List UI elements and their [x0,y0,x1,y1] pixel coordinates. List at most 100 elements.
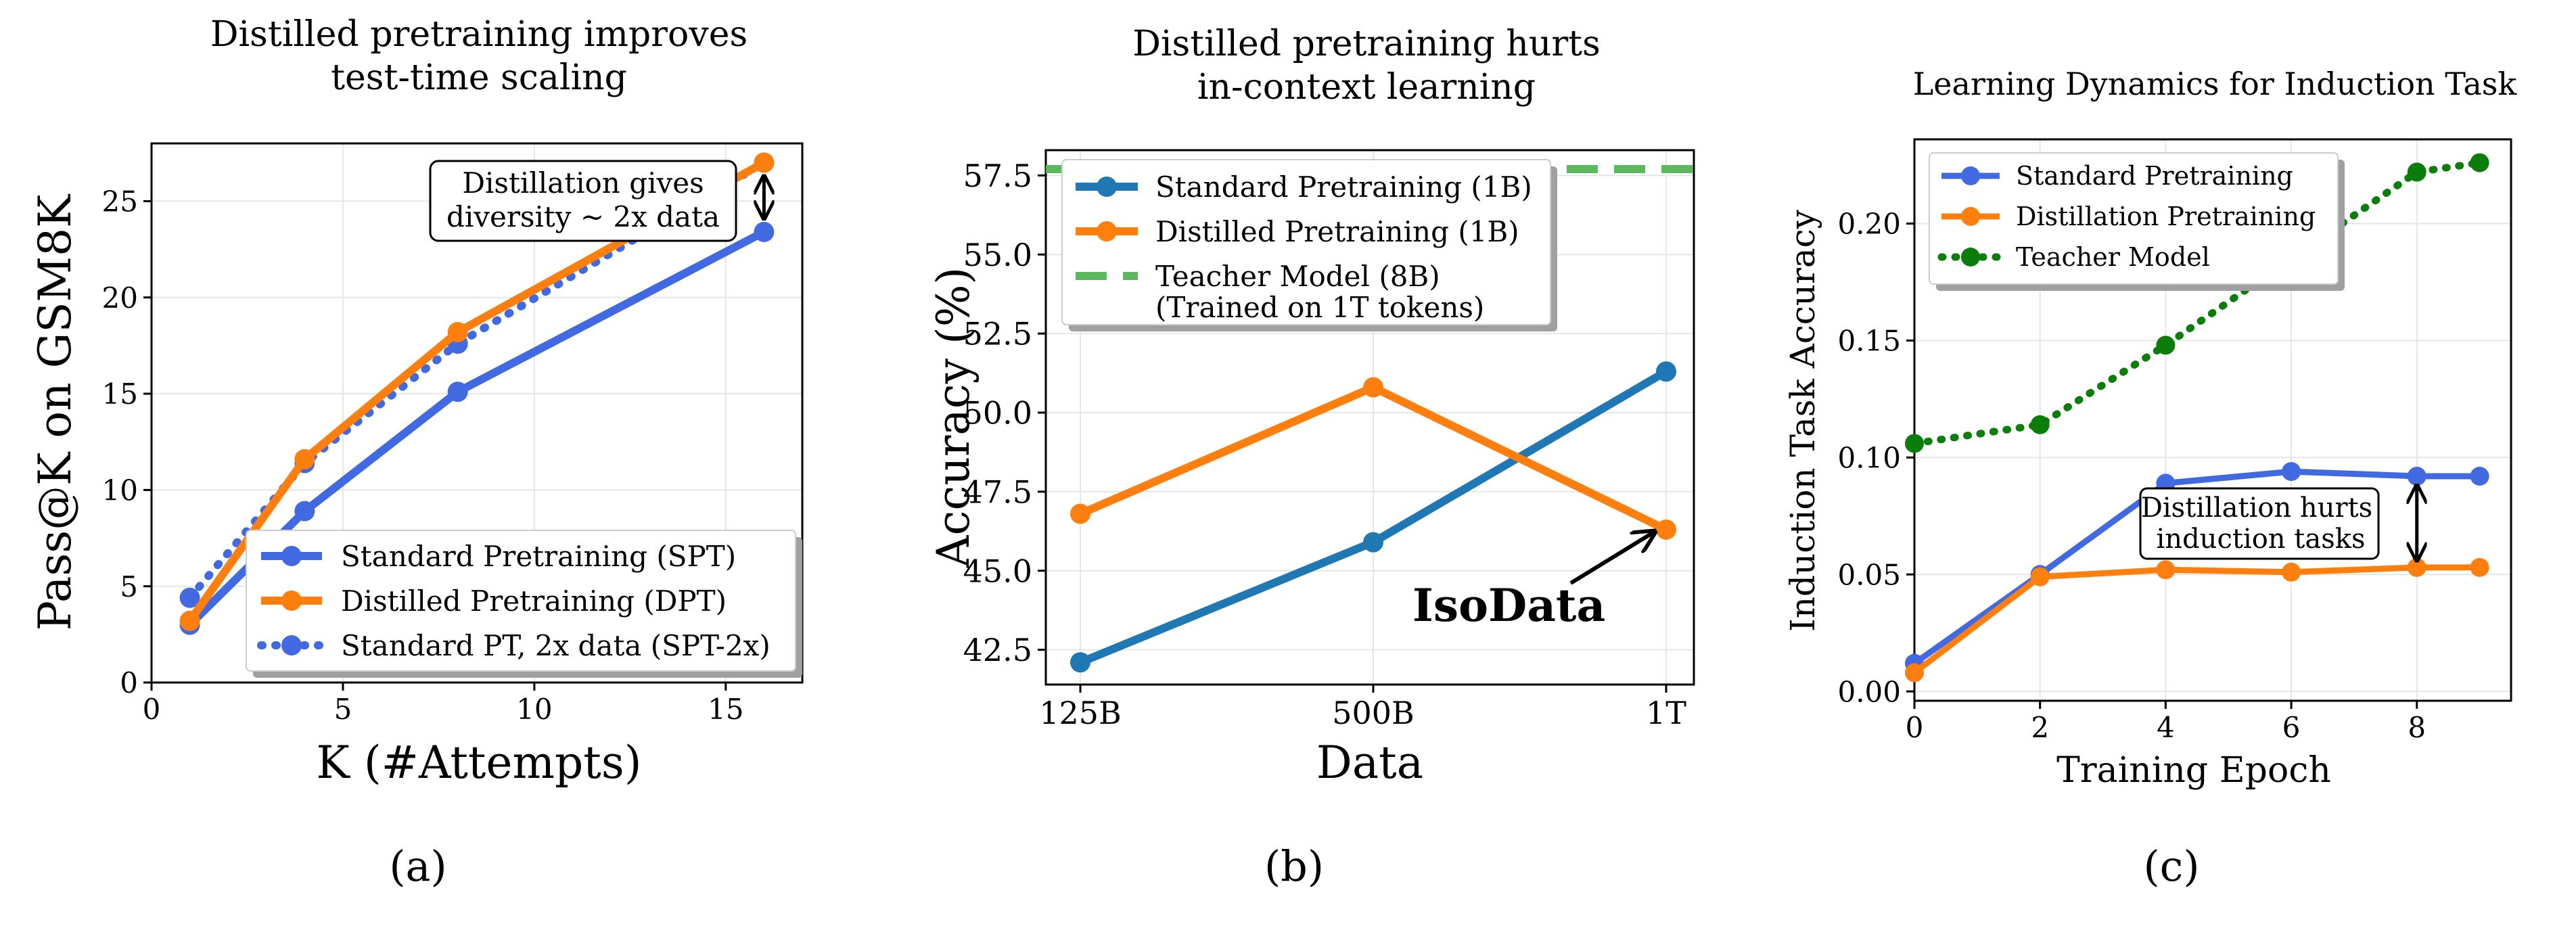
plot-frame [1913,138,2512,702]
y-tick-label: 0 [120,666,138,699]
y-tick-label: 0.00 [1837,675,1901,708]
legend-box [246,530,796,672]
panel-caption: (b) [1264,841,1324,891]
x-tick-label: 125B [1039,695,1122,731]
x-tick-label: 15 [708,693,743,726]
chart-title-a: test-time scaling [331,57,627,98]
y-tick-label: 0.20 [1837,208,1901,241]
series-a-0-point [294,501,315,522]
series-c-2-point [2156,336,2176,355]
x-tick-label: 2 [2031,711,2049,744]
x-tick-label: 10 [516,693,552,726]
plot-frame [1044,149,1695,686]
x-tick-label: 1T [1646,695,1686,731]
annotation-box-c [2139,487,2380,560]
annotation-text-a: Distillation gives [462,166,704,200]
series-a-0-point [754,221,775,242]
legend-marker-b [1097,177,1117,197]
legend-box [1929,152,2339,285]
chart-title-b: in-context learning [1197,67,1536,108]
series-b-1-point [1070,503,1090,524]
annotation-box-a [429,160,737,242]
series-c-1-line [1912,564,2480,676]
legend-marker-a [281,546,302,566]
series-c-0-point [2282,462,2301,482]
series-c-2-point [2470,153,2489,172]
x-axis-label-a: K (#Attempts) [317,737,642,789]
y-tick-label: 55.0 [963,237,1032,273]
chart-title-c: Learning Dynamics for Induction Task [1913,66,2518,102]
series-c-1-point [2030,567,2050,586]
series-c-2-point [2407,162,2426,182]
series-a-0-point [447,382,468,402]
y-tick-label: 0.10 [1837,441,1901,474]
series-b-0-point [1070,652,1090,673]
series-c-1-point [2282,562,2301,582]
legend-marker-a [281,635,302,655]
panel-a: 0 5 10 15 0 5 10 15 20 25 Distilled pretraining im… [29,14,804,789]
x-axis-label-b: Data [1316,737,1423,789]
chart-title-b: Distilled pretraining hurts [1132,24,1601,64]
series-b-1-point [1363,377,1383,398]
y-tick-label: 0.05 [1837,558,1901,591]
y-axis-label-a: Pass@K on GSM8K [29,193,81,631]
legend-label-a: Standard PT, 2x data (SPT-2x) [341,629,770,662]
legend-marker-c [1961,248,1980,267]
panel-b: 125B 500B 1T 42.5 45.0 47.5 50.0 52.5 55.0 57.5 Di… [927,24,1695,789]
series-a-2-line [185,158,768,602]
chart-title-a: Distilled pretraining improves [210,14,748,55]
plot-frame [150,142,804,684]
panel-caption: (a) [389,841,446,891]
legend-marker-c [1961,207,1980,226]
captions: (a) (b) (c) [389,841,2199,891]
y-tick-label: 50.0 [963,395,1032,432]
y-tick-label: 0.15 [1837,325,1901,358]
isodata-annotation: IsoData [1412,579,1605,632]
y-tick-label: 52.5 [963,316,1032,352]
series-c-1-point [2407,557,2426,577]
y-tick-label: 10 [102,473,138,507]
y-axis-label-c: Induction Task Accuracy [1783,209,1822,632]
y-tick-label: 57.5 [963,158,1032,194]
y-tick-label: 25 [102,185,138,218]
annotation-text-a: diversity ~ 2x data [446,200,720,233]
x-tick-label: 4 [2157,711,2175,744]
series-b-0-point [1656,361,1676,382]
legend-label-b-ref: (Trained on 1T tokens) [1155,291,1484,324]
legend-marker-b [1097,221,1117,241]
series-c-0-point [2470,467,2489,486]
annotation-text-c: Distillation hurts [2141,492,2372,524]
series-c-1-point [2156,560,2176,580]
y-tick-label: 20 [102,281,138,315]
legend-label-b-ref: Teacher Model (8B) [1155,260,1440,293]
legend-label-a: Distilled Pretraining (DPT) [341,584,727,618]
legend-marker-a [281,591,302,611]
series-a-1-point [179,610,200,631]
series-a-1-point [754,152,775,173]
y-tick-label: 47.5 [963,473,1032,510]
x-tick-label: 5 [334,693,352,726]
series-c-1-point [1905,663,1924,683]
y-tick-label: 45.0 [963,553,1032,589]
legend-label-c: Distillation Pretraining [2016,202,2316,231]
legend-marker-c [1961,166,1980,185]
legend-label-a: Standard Pretraining (SPT) [341,540,736,573]
y-tick-label: 42.5 [963,632,1032,668]
series-a-2-point [179,587,200,608]
series-c-2-point [2030,415,2050,434]
legend-label-b: Standard Pretraining (1B) [1155,170,1532,204]
panel-caption: (c) [2143,841,2199,891]
legend-label-b: Distilled Pretraining (1B) [1155,215,1519,248]
isodata-arrow [1569,532,1655,585]
series-c-2-point [1905,434,1924,453]
legend-label-c: Teacher Model [2016,242,2210,272]
series-a-1-point [447,321,468,342]
x-tick-label: 0 [1906,711,1924,744]
panel-c: 0 2 4 6 8 0.00 0.05 0.10 0.15 0.20 Learning Dynami… [1783,66,2517,791]
x-tick-label: 8 [2408,711,2426,744]
y-axis-label-b: Accuracy (%) [927,267,980,568]
series-c-0-point [2407,467,2426,486]
legend-box [1061,159,1551,325]
series-b-1-point [1656,519,1676,540]
